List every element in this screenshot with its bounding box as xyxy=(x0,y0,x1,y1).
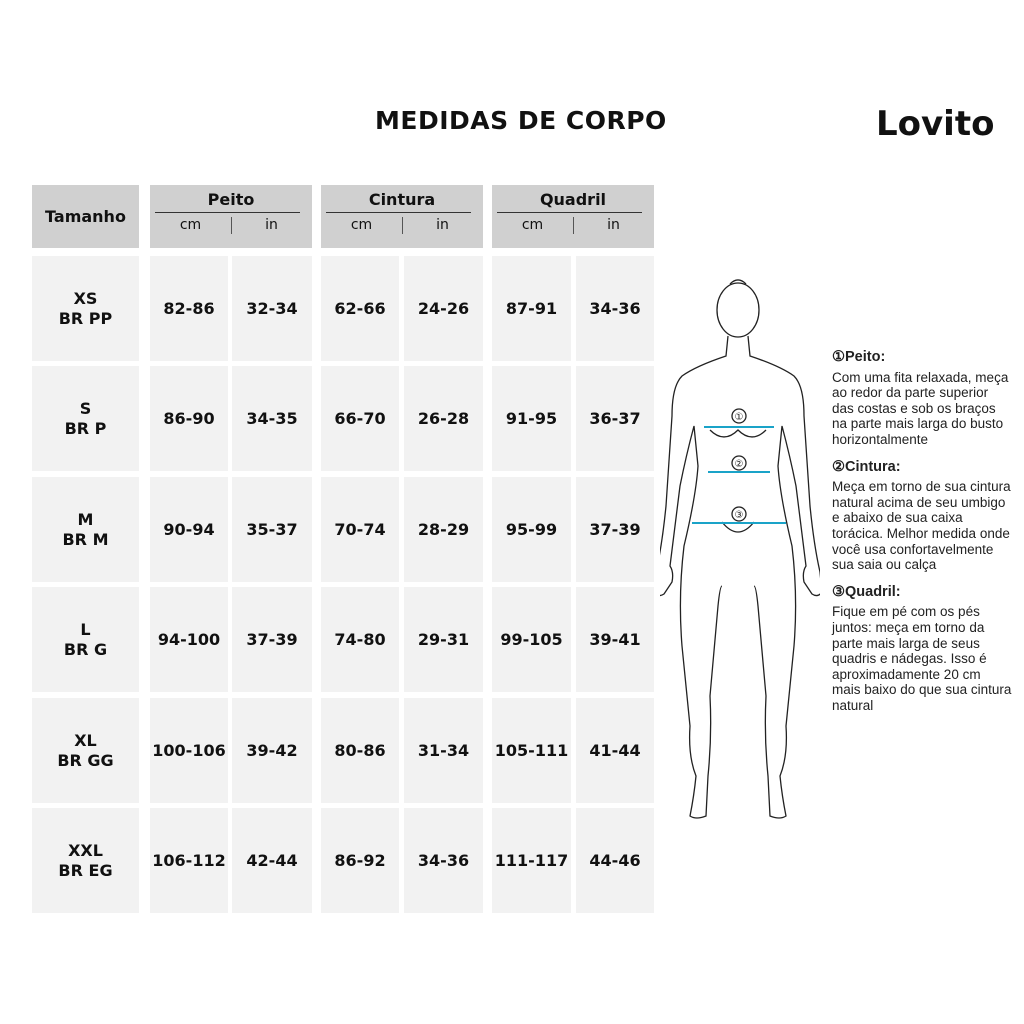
unit-cm: cm xyxy=(350,217,373,233)
value-cell: 39-41 xyxy=(576,587,654,692)
measurement-instructions: ①Peito: Com uma fita relaxada, meça ao r… xyxy=(832,349,1012,725)
size-header: Tamanho xyxy=(32,185,139,248)
size-cell: XS BR PP xyxy=(32,256,139,361)
br-size-label: BR M xyxy=(62,529,109,549)
value-cell: 39-42 xyxy=(232,698,312,803)
size-label: XS xyxy=(73,288,98,308)
divider xyxy=(155,212,300,213)
value-cell: 34-36 xyxy=(404,808,483,913)
column-group-waist: Cintura cm in xyxy=(321,185,483,248)
hip-heading: ③Quadril: xyxy=(832,583,901,600)
value-cell: 99-105 xyxy=(492,587,571,692)
value-cell: 91-95 xyxy=(492,366,571,471)
value-cell: 35-37 xyxy=(232,477,312,582)
value-cell: 90-94 xyxy=(150,477,228,582)
br-size-label: BR GG xyxy=(57,750,114,770)
group-label: Peito xyxy=(207,190,255,209)
value-cell: 34-35 xyxy=(232,366,312,471)
value-cell: 31-34 xyxy=(404,698,483,803)
unit-in: in xyxy=(265,217,278,233)
value-cell: 29-31 xyxy=(404,587,483,692)
divider xyxy=(402,217,403,234)
value-cell: 62-66 xyxy=(321,256,399,361)
page-title: MEDIDAS DE CORPO xyxy=(375,106,667,135)
divider xyxy=(231,217,232,234)
br-size-label: BR P xyxy=(64,418,107,438)
size-cell: XL BR GG xyxy=(32,698,139,803)
column-group-chest: Peito cm in xyxy=(150,185,312,248)
value-cell: 44-46 xyxy=(576,808,654,913)
group-label: Cintura xyxy=(368,190,436,209)
size-cell: S BR P xyxy=(32,366,139,471)
marker-1: ① xyxy=(735,412,744,423)
value-cell: 37-39 xyxy=(232,587,312,692)
size-cell: XXL BR EG xyxy=(32,808,139,913)
value-cell: 80-86 xyxy=(321,698,399,803)
value-cell: 82-86 xyxy=(150,256,228,361)
size-label: L xyxy=(80,619,91,639)
value-cell: 24-26 xyxy=(404,256,483,361)
value-cell: 100-106 xyxy=(150,698,228,803)
unit-in: in xyxy=(436,217,449,233)
value-cell: 26-28 xyxy=(404,366,483,471)
value-cell: 34-36 xyxy=(576,256,654,361)
value-cell: 95-99 xyxy=(492,477,571,582)
body-figure-illustration: ① ② ③ xyxy=(660,279,820,819)
waist-text: Meça em torno de sua cintura natural aci… xyxy=(832,479,1011,573)
value-cell: 37-39 xyxy=(576,477,654,582)
value-cell: 42-44 xyxy=(232,808,312,913)
br-size-label: BR EG xyxy=(58,860,113,880)
value-cell: 41-44 xyxy=(576,698,654,803)
value-cell: 106-112 xyxy=(150,808,228,913)
value-cell: 28-29 xyxy=(404,477,483,582)
column-group-hip: Quadril cm in xyxy=(492,185,654,248)
value-cell: 32-34 xyxy=(232,256,312,361)
br-size-label: BR G xyxy=(63,639,108,659)
size-label: S xyxy=(79,398,92,418)
size-cell: L BR G xyxy=(32,587,139,692)
marker-2: ② xyxy=(735,459,744,470)
value-cell: 70-74 xyxy=(321,477,399,582)
size-cell: M BR M xyxy=(32,477,139,582)
unit-cm: cm xyxy=(179,217,202,233)
value-cell: 66-70 xyxy=(321,366,399,471)
unit-cm: cm xyxy=(521,217,544,233)
marker-3: ③ xyxy=(735,510,744,521)
unit-in: in xyxy=(607,217,620,233)
value-cell: 86-90 xyxy=(150,366,228,471)
divider xyxy=(497,212,642,213)
value-cell: 105-111 xyxy=(492,698,571,803)
size-label: XL xyxy=(74,730,97,750)
value-cell: 74-80 xyxy=(321,587,399,692)
group-label: Quadril xyxy=(539,190,607,209)
value-cell: 36-37 xyxy=(576,366,654,471)
value-cell: 94-100 xyxy=(150,587,228,692)
value-cell: 87-91 xyxy=(492,256,571,361)
size-label: M xyxy=(77,509,94,529)
divider xyxy=(326,212,471,213)
size-label: XXL xyxy=(68,840,103,860)
waist-heading: ②Cintura: xyxy=(832,458,901,475)
br-size-label: BR PP xyxy=(58,308,113,328)
chest-text: Com uma fita relaxada, meça ao redor da … xyxy=(832,369,1009,447)
brand-logo: Lovito xyxy=(876,104,995,144)
value-cell: 111-117 xyxy=(492,808,571,913)
hip-text: Fique em pé com os pés juntos: meça em t… xyxy=(832,604,1012,713)
divider xyxy=(573,217,574,234)
chest-heading: ①Peito: xyxy=(832,349,886,365)
value-cell: 86-92 xyxy=(321,808,399,913)
